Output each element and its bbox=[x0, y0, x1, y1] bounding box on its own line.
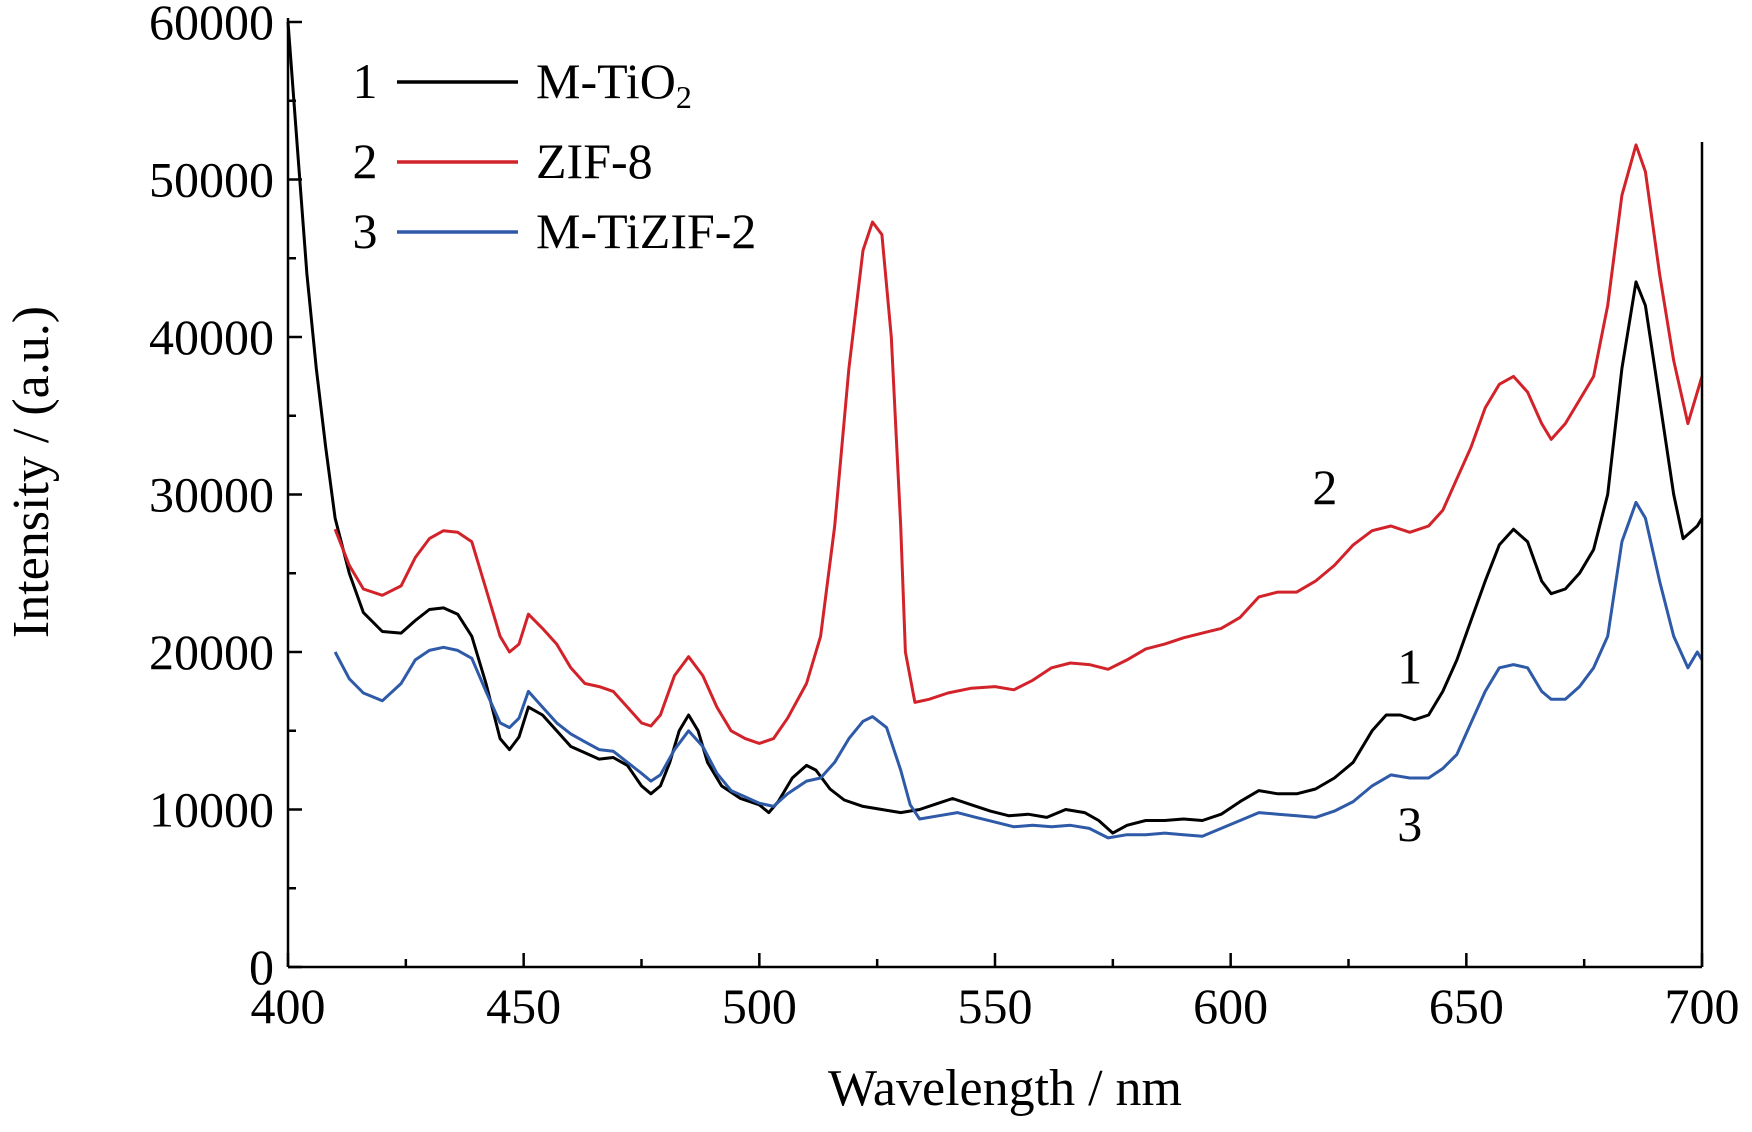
x-tick-label: 450 bbox=[486, 978, 561, 1034]
x-tick-label: 650 bbox=[1429, 978, 1504, 1034]
y-tick-label: 0 bbox=[249, 939, 274, 995]
legend-number-2: 2 bbox=[353, 133, 378, 189]
legend-label-1: M-TiO2 bbox=[536, 53, 692, 115]
curve-labels-group: 2 1 3 bbox=[1312, 459, 1422, 852]
y-tick-label: 60000 bbox=[149, 0, 274, 50]
legend-number-1: 1 bbox=[353, 53, 378, 109]
curve-label-3: 3 bbox=[1397, 796, 1422, 852]
x-tick-label: 500 bbox=[722, 978, 797, 1034]
x-tick-label: 700 bbox=[1665, 978, 1740, 1034]
x-tick-label: 400 bbox=[251, 978, 326, 1034]
y-tick-label: 20000 bbox=[149, 624, 274, 680]
legend: 1 M-TiO2 2 ZIF-8 3 M-TiZIF-2 bbox=[353, 53, 757, 259]
curve-label-1: 1 bbox=[1397, 639, 1422, 695]
curve-label-2: 2 bbox=[1312, 459, 1337, 515]
x-tick-label: 550 bbox=[958, 978, 1033, 1034]
x-axis-title: Wavelength / nm bbox=[828, 1060, 1182, 1117]
y-tick-label: 30000 bbox=[149, 467, 274, 523]
y-tick-label: 50000 bbox=[149, 152, 274, 208]
y-tick-label: 10000 bbox=[149, 782, 274, 838]
y-axis-title: Intensity / (a.u.) bbox=[3, 306, 60, 638]
legend-label-2: ZIF-8 bbox=[536, 133, 653, 189]
series-line-1 bbox=[286, 21, 1704, 835]
series-group bbox=[286, 21, 1704, 840]
x-tick-label: 600 bbox=[1193, 978, 1268, 1034]
series-line-2 bbox=[333, 143, 1704, 745]
series-line-3 bbox=[333, 500, 1704, 840]
legend-label-3: M-TiZIF-2 bbox=[536, 203, 756, 259]
legend-number-3: 3 bbox=[353, 203, 378, 259]
y-tick-label: 40000 bbox=[149, 309, 274, 365]
ticks-group: 400 450 500 550 600 650 700 0 10000 20000 30000 400… bbox=[149, 0, 1740, 1034]
